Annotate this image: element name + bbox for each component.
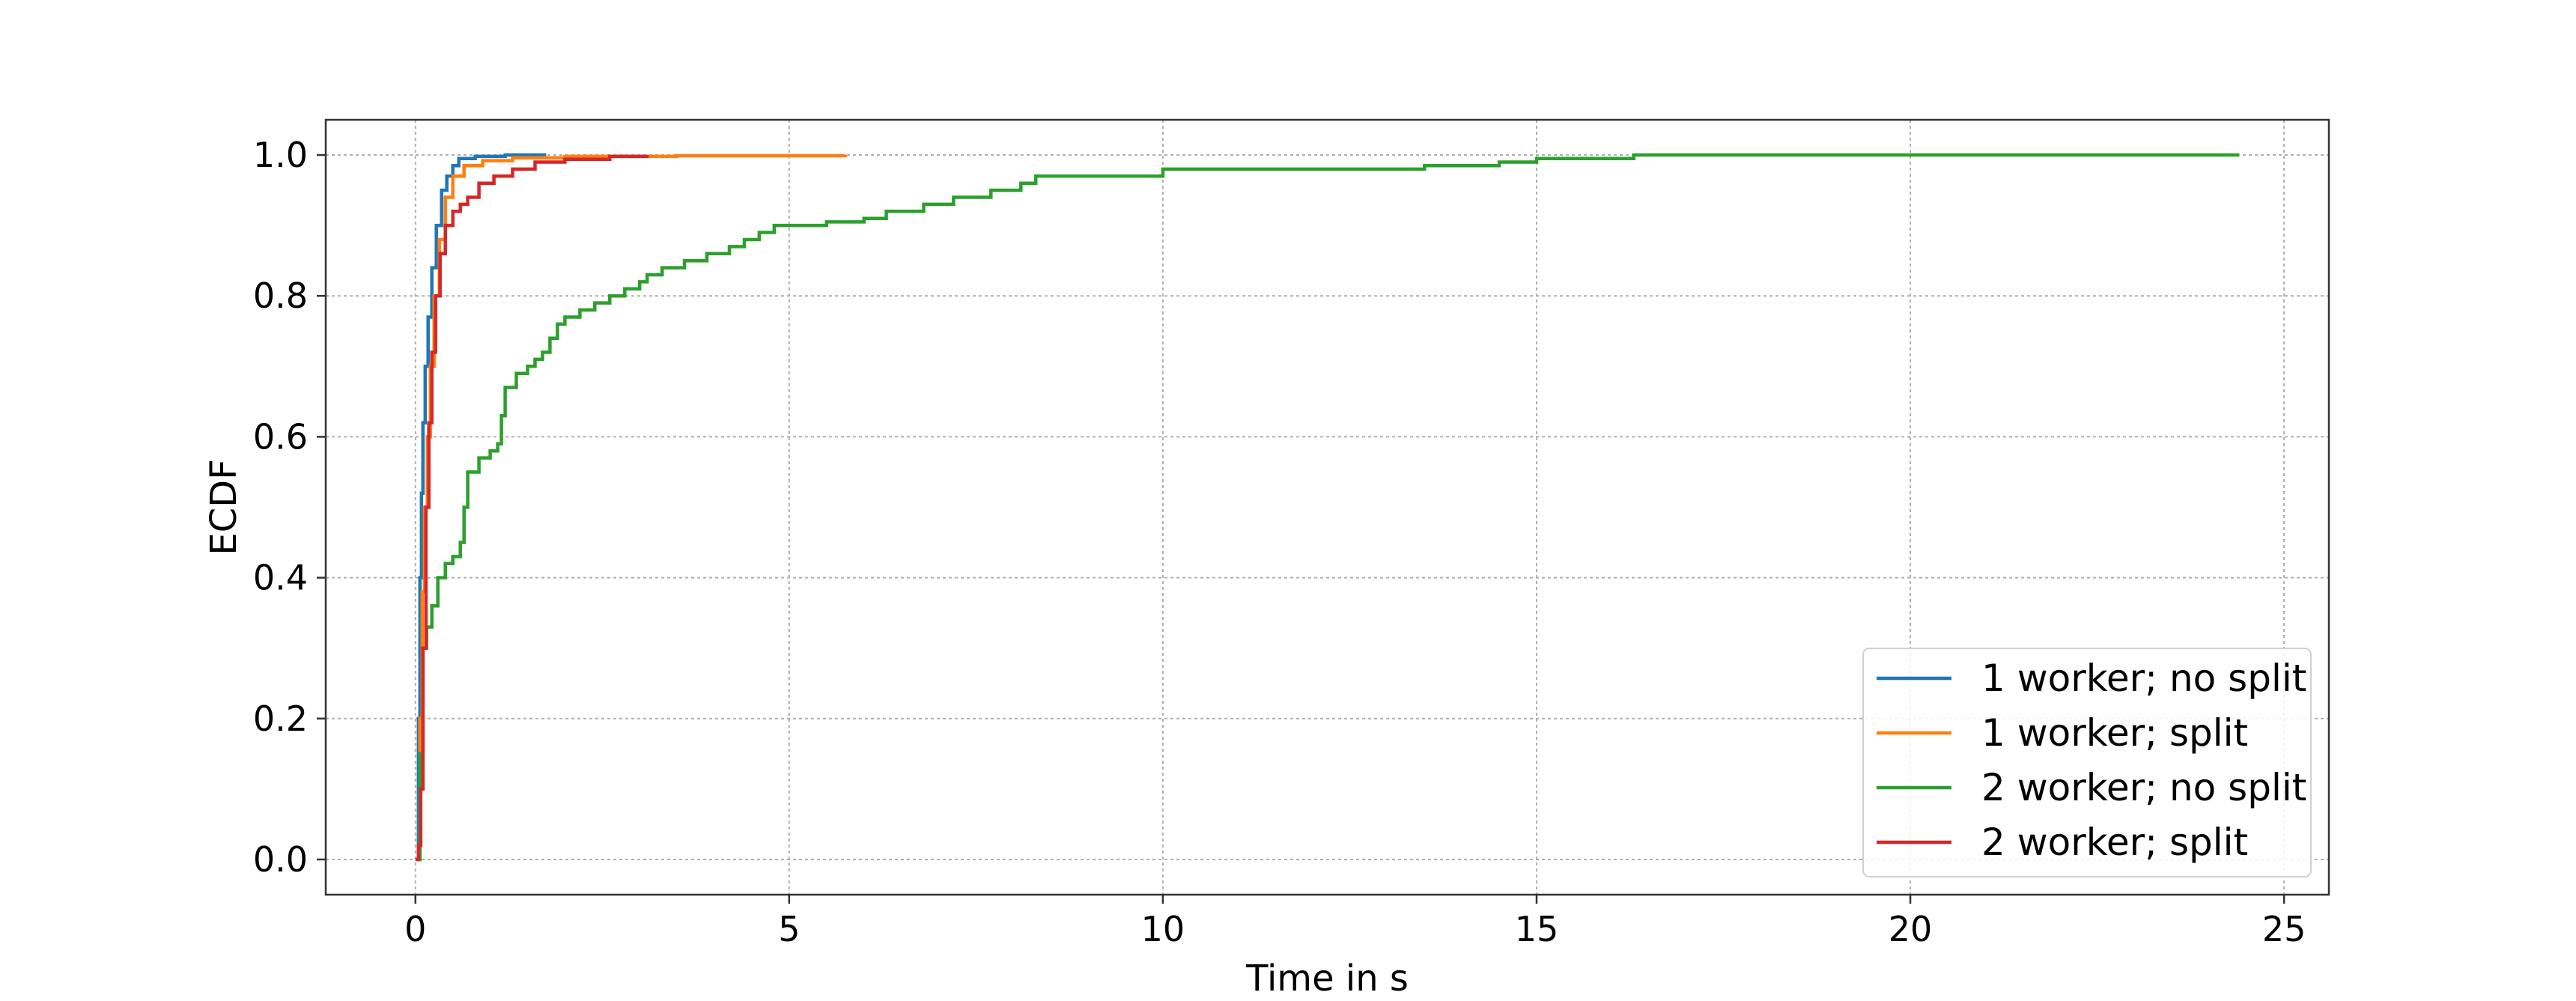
legend-label-2: 1 worker; split: [1981, 711, 2248, 755]
x-axis-label: Time in s: [1245, 958, 1409, 1000]
x-tick-label: 25: [2262, 909, 2306, 949]
series-lines: [415, 153, 2240, 862]
legend-box: [1862, 648, 2312, 877]
x-tick-label: 20: [1889, 909, 1933, 949]
series-line-3: [416, 153, 2240, 862]
legend: 1 worker; no split 1 worker; split 2 worke…: [1862, 648, 2312, 877]
y-tick-label: 0.4: [253, 558, 308, 598]
x-tick-label: 0: [404, 909, 426, 949]
series-line-2: [417, 153, 847, 862]
y-tick-label: 0.8: [253, 276, 308, 316]
legend-label-1: 1 worker; no split: [1981, 657, 2306, 700]
series-line-1: [416, 153, 547, 862]
y-tick-label: 0.2: [253, 699, 308, 739]
y-axis-label: ECDF: [203, 459, 245, 555]
x-tick-label: 5: [778, 909, 800, 949]
legend-label-3: 2 worker; no split: [1981, 766, 2306, 809]
x-tick-label: 10: [1141, 909, 1185, 949]
y-tick-label: 1.0: [253, 135, 308, 175]
axis-ticks: 0 5 10 15 20 25 0.0 0.2 0.4 0.6 0.8 1.0: [253, 135, 2306, 949]
legend-label-4: 2 worker; split: [1981, 821, 2248, 864]
grid: [326, 120, 2329, 895]
plot-frame: [324, 118, 2330, 896]
x-tick-label: 15: [1515, 909, 1559, 949]
y-tick-label: 0.0: [253, 839, 308, 880]
y-tick-label: 0.6: [253, 416, 308, 457]
series-line-4: [415, 154, 649, 862]
